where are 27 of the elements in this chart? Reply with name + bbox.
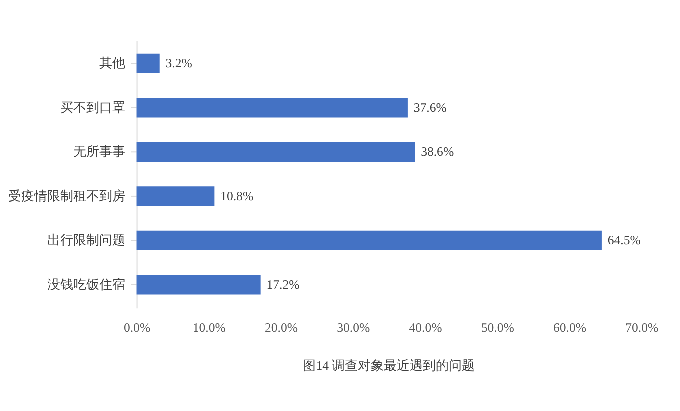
x-tick-label: 70.0%: [626, 321, 659, 336]
data-label: 17.2%: [266, 278, 300, 292]
y-tick-label: 没钱吃饭住宿: [47, 276, 126, 292]
bar: [136, 275, 261, 295]
bar: [136, 98, 408, 118]
x-tick-label: 50.0%: [481, 321, 515, 336]
text: 图14 调查对象最近遇到的问题: [303, 359, 476, 374]
data-label: 3.2%: [166, 56, 193, 71]
x-tick-label: 60.0%: [553, 321, 587, 336]
data-label: 38.6%: [421, 145, 454, 160]
x-tick-label: 20.0%: [265, 321, 298, 336]
y-tick-label: 无所事事: [73, 145, 126, 160]
y-tick-label: 出行限制问题: [47, 234, 126, 248]
bar: [136, 142, 416, 162]
y-tick-label: 其他: [99, 56, 126, 71]
data-label: 10.8%: [220, 189, 254, 204]
bar: [136, 54, 160, 74]
data-label: 37.6%: [414, 100, 448, 115]
bar: [136, 230, 602, 251]
x-tick-label: 0.0%: [124, 321, 151, 336]
x-tick-label: 10.0%: [192, 321, 226, 336]
y-tick-label: 受疫情限制租不到房: [8, 188, 126, 204]
x-tick-label: 30.0%: [337, 321, 370, 336]
y-tick-label: 买不到口罩: [60, 100, 126, 115]
bar: [136, 186, 215, 206]
x-tick-label: 40.0%: [409, 321, 443, 336]
data-label: 64.5%: [608, 234, 642, 248]
